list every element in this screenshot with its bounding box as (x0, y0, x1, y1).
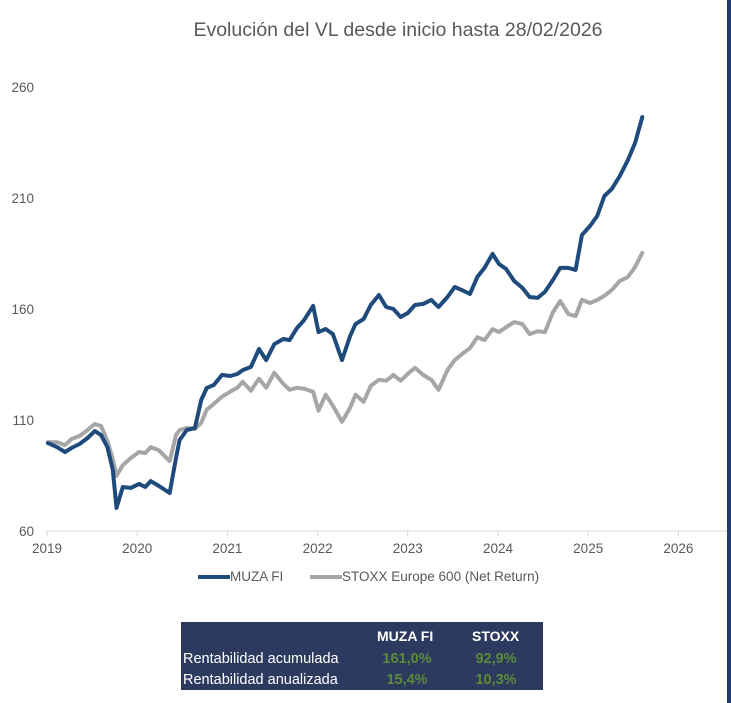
x-tick-label: 2022 (303, 541, 333, 556)
legend-swatch-stoxx (310, 574, 342, 579)
axes: 60 110 160 210 260 2019 2020 2021 2022 2023 2024 20… (11, 80, 727, 556)
value-muza-annualized: 15,4% (386, 672, 428, 688)
returns-table: MUZA FI STOXX Rentabilidad acumulada 161… (181, 622, 543, 690)
legend-item-stoxx: STOXX Europe 600 (Net Return) (310, 569, 539, 584)
x-tick-label: 2020 (122, 541, 152, 556)
legend-swatch-muza (198, 574, 230, 579)
legend: MUZA FI STOXX Europe 600 (Net Return) (0, 569, 731, 589)
x-tick-label: 2019 (32, 541, 62, 556)
series-line-muza (45, 115, 645, 510)
legend-label-muza: MUZA FI (230, 569, 284, 584)
row-label-annualized: Rentabilidad anualizada (183, 672, 338, 688)
series-line-stoxx (45, 250, 645, 478)
legend-item-muza: MUZA FI (198, 569, 283, 584)
legend-label-stoxx: STOXX Europe 600 (Net Return) (342, 569, 540, 584)
x-tick-label: 2023 (393, 541, 423, 556)
x-tick-label: 2021 (212, 541, 242, 556)
y-tick-label: 160 (11, 302, 34, 317)
row-label-accumulated: Rentabilidad acumulada (183, 651, 339, 667)
table-header-muza: MUZA FI (377, 628, 434, 644)
y-tick-label: 110 (12, 413, 34, 428)
line-chart: 60 110 160 210 260 2019 2020 2021 2022 2023 2024 20… (11, 80, 727, 556)
x-tick-label: 2025 (573, 541, 603, 556)
value-stoxx-annualized: 10,3% (475, 672, 517, 688)
value-muza-accumulated: 161,0% (382, 651, 432, 667)
y-tick-label: 60 (19, 524, 34, 539)
table-header-stoxx: STOXX (472, 628, 520, 644)
right-border (727, 0, 731, 703)
x-tick-label: 2026 (663, 541, 693, 556)
chart-title: Evolución del VL desde inicio hasta 28/0… (193, 19, 603, 41)
value-stoxx-accumulated: 92,9% (475, 651, 517, 667)
x-tick-label: 2024 (483, 541, 514, 556)
y-tick-label: 260 (11, 80, 34, 95)
y-tick-label: 210 (11, 191, 34, 206)
series-lines (45, 115, 645, 510)
